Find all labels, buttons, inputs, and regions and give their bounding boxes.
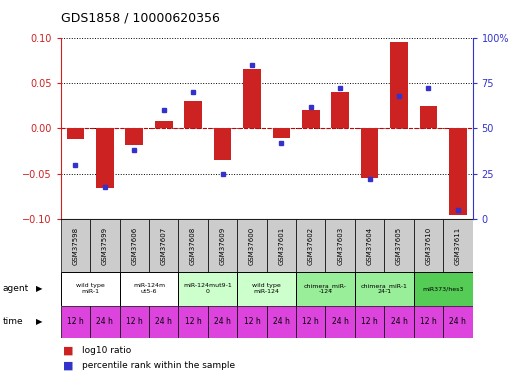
Bar	[126, 129, 143, 145]
Text: log10 ratio: log10 ratio	[82, 346, 131, 355]
Bar	[384, 306, 414, 338]
Bar	[184, 101, 202, 129]
Bar	[332, 92, 349, 129]
Bar	[237, 306, 267, 338]
Text: percentile rank within the sample: percentile rank within the sample	[82, 361, 235, 370]
Bar	[355, 219, 384, 272]
Bar	[267, 306, 296, 338]
Bar	[208, 219, 237, 272]
Bar	[302, 110, 319, 129]
Bar	[355, 272, 414, 306]
Text: agent: agent	[3, 284, 29, 293]
Bar	[414, 219, 443, 272]
Text: time: time	[3, 317, 23, 326]
Bar	[272, 129, 290, 138]
Bar	[149, 219, 178, 272]
Text: GSM37611: GSM37611	[455, 226, 461, 265]
Bar	[361, 129, 379, 178]
Text: ▶: ▶	[36, 317, 42, 326]
Bar	[96, 129, 114, 188]
Bar	[414, 272, 473, 306]
Text: 12 h: 12 h	[185, 317, 202, 326]
Bar	[355, 306, 384, 338]
Text: 12 h: 12 h	[420, 317, 437, 326]
Text: 24 h: 24 h	[155, 317, 172, 326]
Bar	[155, 121, 173, 129]
Text: GSM37602: GSM37602	[308, 226, 314, 265]
Bar	[384, 219, 414, 272]
Text: 12 h: 12 h	[361, 317, 378, 326]
Bar	[149, 306, 178, 338]
Text: GSM37598: GSM37598	[72, 226, 79, 265]
Bar	[420, 106, 437, 129]
Text: miR373/hes3: miR373/hes3	[422, 286, 464, 291]
Bar	[390, 42, 408, 129]
Bar	[237, 219, 267, 272]
Text: GSM37604: GSM37604	[366, 226, 373, 265]
Bar	[61, 272, 119, 306]
Bar	[178, 219, 208, 272]
Bar	[90, 306, 119, 338]
Text: GSM37599: GSM37599	[102, 226, 108, 265]
Text: GSM37607: GSM37607	[161, 226, 167, 265]
Text: GSM37600: GSM37600	[249, 226, 255, 265]
Text: ■: ■	[63, 361, 74, 370]
Bar	[325, 219, 355, 272]
Text: chimera_miR-1
24-1: chimera_miR-1 24-1	[361, 283, 408, 294]
Bar	[61, 306, 90, 338]
Text: 12 h: 12 h	[243, 317, 260, 326]
Bar	[267, 219, 296, 272]
Bar	[119, 272, 178, 306]
Text: 12 h: 12 h	[126, 317, 143, 326]
Text: 24 h: 24 h	[332, 317, 348, 326]
Text: GSM37608: GSM37608	[190, 226, 196, 265]
Text: GSM37605: GSM37605	[396, 226, 402, 265]
Bar	[237, 272, 296, 306]
Text: GDS1858 / 10000620356: GDS1858 / 10000620356	[61, 11, 220, 24]
Text: GSM37601: GSM37601	[278, 226, 285, 265]
Bar	[90, 219, 119, 272]
Bar	[67, 129, 84, 140]
Text: GSM37606: GSM37606	[131, 226, 137, 265]
Text: 24 h: 24 h	[273, 317, 290, 326]
Text: GSM37603: GSM37603	[337, 226, 343, 265]
Bar	[414, 306, 443, 338]
Text: ▶: ▶	[36, 284, 42, 293]
Bar	[178, 272, 237, 306]
Text: 12 h: 12 h	[67, 317, 84, 326]
Bar	[214, 129, 231, 160]
Bar	[443, 306, 473, 338]
Text: wild type
miR-124: wild type miR-124	[252, 284, 281, 294]
Text: GSM37610: GSM37610	[426, 226, 431, 265]
Bar	[119, 306, 149, 338]
Text: miR-124mut9-1
0: miR-124mut9-1 0	[183, 284, 232, 294]
Bar	[296, 306, 325, 338]
Bar	[119, 219, 149, 272]
Bar	[178, 306, 208, 338]
Bar	[208, 306, 237, 338]
Text: ■: ■	[63, 346, 74, 355]
Text: 24 h: 24 h	[449, 317, 466, 326]
Text: 12 h: 12 h	[303, 317, 319, 326]
Bar	[243, 69, 261, 129]
Bar	[449, 129, 467, 215]
Text: 24 h: 24 h	[97, 317, 114, 326]
Bar	[325, 306, 355, 338]
Text: chimera_miR-
-124: chimera_miR- -124	[304, 283, 347, 294]
Text: miR-124m
ut5-6: miR-124m ut5-6	[133, 284, 165, 294]
Text: GSM37609: GSM37609	[220, 226, 225, 265]
Text: wild type
miR-1: wild type miR-1	[76, 284, 105, 294]
Text: 24 h: 24 h	[391, 317, 408, 326]
Bar	[443, 219, 473, 272]
Bar	[296, 219, 325, 272]
Text: 24 h: 24 h	[214, 317, 231, 326]
Bar	[296, 272, 355, 306]
Bar	[61, 219, 90, 272]
